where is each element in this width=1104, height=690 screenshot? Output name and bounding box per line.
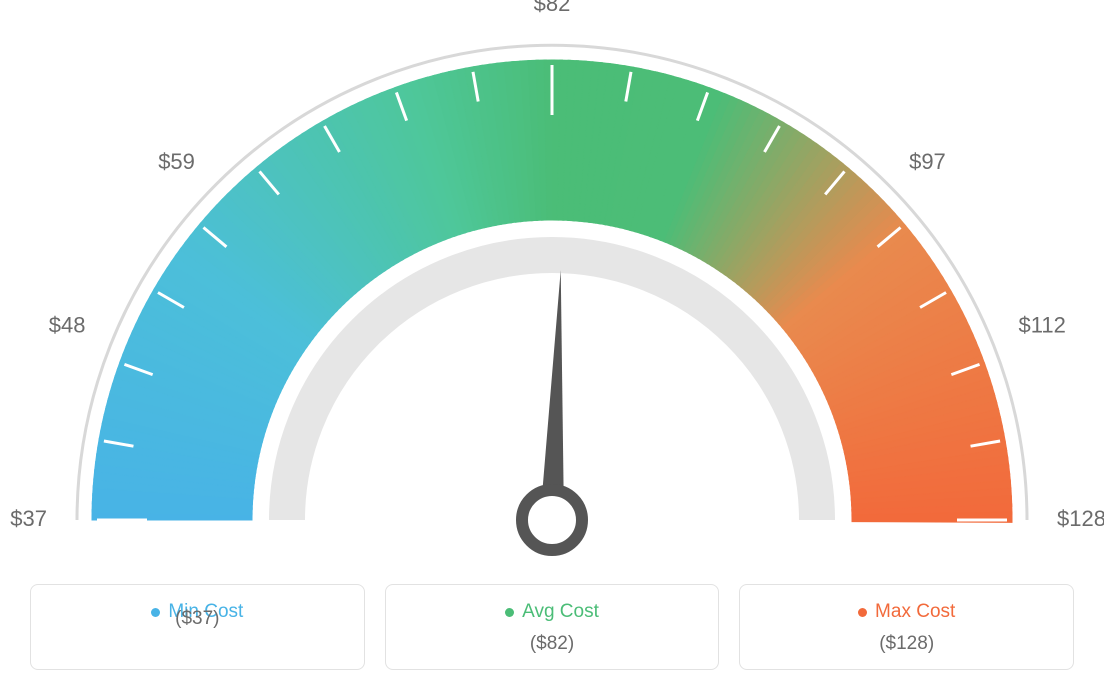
cost-gauge-chart: $37 $48 $59 $82 $97 $112 $128 Min Cost ($37) A…	[0, 0, 1104, 690]
gauge-tick-label: $128	[1057, 506, 1104, 531]
gauge-pivot	[522, 490, 582, 550]
legend-row: Min Cost ($37) Avg Cost ($82) Max Cost (…	[0, 584, 1104, 670]
gauge-tick-label: $48	[49, 313, 86, 338]
gauge-svg: $37 $48 $59 $82 $97 $112 $128	[0, 0, 1104, 560]
gauge-tick-label: $37	[10, 506, 47, 531]
legend-title-max: Max Cost	[858, 601, 955, 623]
legend-card-avg: Avg Cost ($82)	[385, 584, 720, 670]
legend-dot-avg	[505, 608, 514, 617]
legend-card-max: Max Cost ($128)	[739, 584, 1074, 670]
legend-value-avg: ($82)	[396, 633, 709, 655]
legend-label-max: Max Cost	[875, 601, 955, 623]
legend-value-min-real: ($37)	[41, 608, 354, 630]
legend-title-avg: Avg Cost	[505, 601, 599, 623]
legend-dot-max	[858, 608, 867, 617]
legend-dot-min	[151, 608, 160, 617]
legend-label-avg: Avg Cost	[522, 601, 599, 623]
gauge-tick-label: $112	[1019, 313, 1066, 338]
gauge-needle	[540, 270, 564, 520]
legend-value-max: ($128)	[750, 633, 1063, 655]
gauge-tick-label: $59	[158, 149, 195, 174]
gauge-tick-label: $82	[534, 0, 571, 16]
gauge-tick-label: $97	[909, 149, 946, 174]
legend-card-min: Min Cost ($37)	[30, 584, 365, 670]
